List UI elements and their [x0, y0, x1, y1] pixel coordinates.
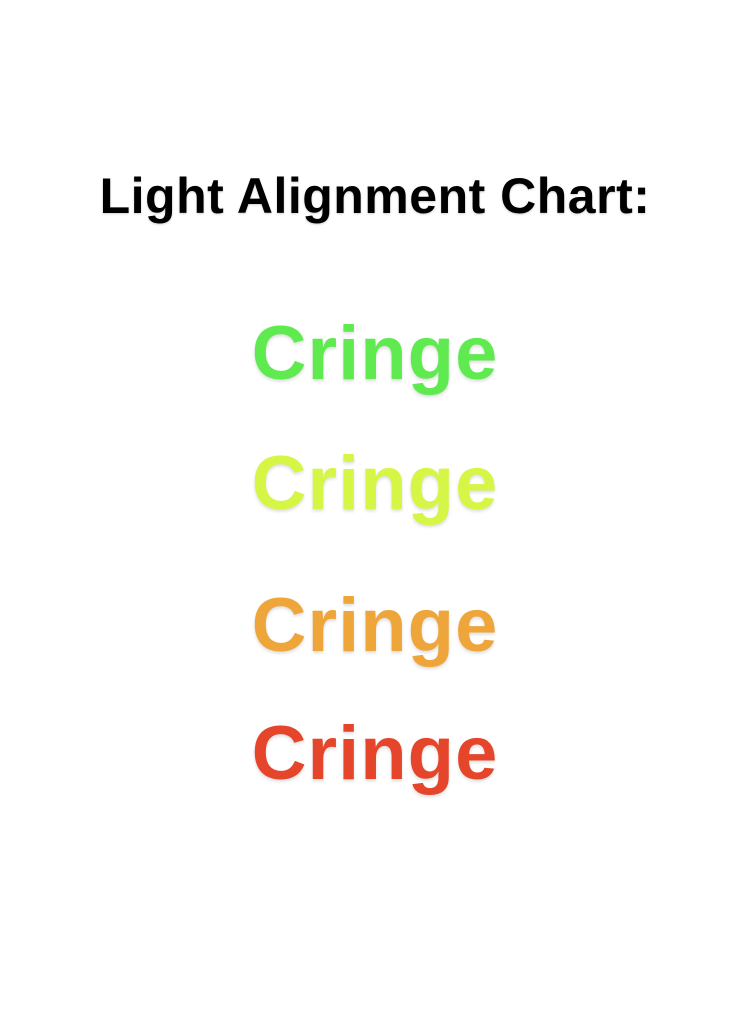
alignment-row-green: Cringe [251, 311, 499, 396]
chart-title: Light Alignment Chart: [99, 168, 651, 224]
alignment-row-orange: Cringe [251, 583, 499, 668]
alignment-row-yellow: Cringe [251, 441, 499, 526]
alignment-row-red: Cringe [251, 711, 499, 796]
